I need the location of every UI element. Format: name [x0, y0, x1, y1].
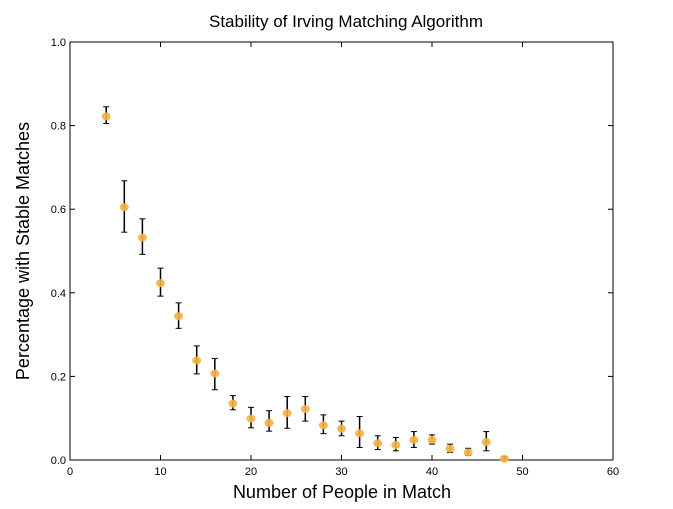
data-point	[337, 424, 346, 433]
plot-area	[69, 41, 614, 461]
data-points	[101, 112, 509, 463]
data-point	[355, 429, 365, 438]
x-tick-label: 30	[335, 466, 347, 478]
data-point	[156, 279, 165, 288]
y-tick-label: 0.8	[51, 121, 66, 133]
axis-ticks: 0 10 20 30 40 50 60 0.0 0.2 0.4 0.6 0.8 1.0	[51, 37, 619, 478]
data-point	[246, 414, 256, 423]
chart-title: Stability of Irving Matching Algorithm	[209, 12, 483, 31]
y-tick-label: 0.2	[51, 371, 66, 383]
y-tick-label: 0.6	[51, 204, 66, 216]
data-point	[137, 233, 147, 242]
x-tick-label: 0	[67, 466, 73, 478]
data-point	[499, 454, 509, 463]
data-point	[427, 435, 437, 444]
data-point	[264, 418, 274, 427]
x-tick-label: 10	[154, 466, 166, 478]
data-point	[228, 399, 238, 408]
x-tick-label: 40	[426, 466, 438, 478]
x-tick-label: 60	[607, 466, 619, 478]
data-point	[391, 440, 401, 449]
y-tick-label: 0.4	[51, 288, 66, 300]
y-tick-label: 1.0	[51, 37, 66, 49]
data-point	[192, 356, 202, 365]
data-point	[445, 444, 455, 453]
data-point	[119, 203, 129, 212]
data-point	[300, 405, 310, 414]
data-point	[463, 448, 473, 457]
x-tick-label: 20	[245, 466, 257, 478]
x-tick-label: 50	[516, 466, 528, 478]
data-point	[210, 369, 220, 378]
y-tick-label: 0.0	[51, 455, 66, 467]
data-point	[282, 409, 292, 418]
x-axis-label: Number of People in Match	[233, 482, 451, 502]
y-axis-label: Percentage with Stable Matches	[13, 122, 33, 380]
data-point	[101, 112, 111, 121]
data-point	[318, 421, 328, 430]
data-point	[373, 439, 383, 448]
data-point	[481, 438, 491, 447]
data-point	[409, 435, 419, 444]
data-point	[174, 312, 184, 321]
